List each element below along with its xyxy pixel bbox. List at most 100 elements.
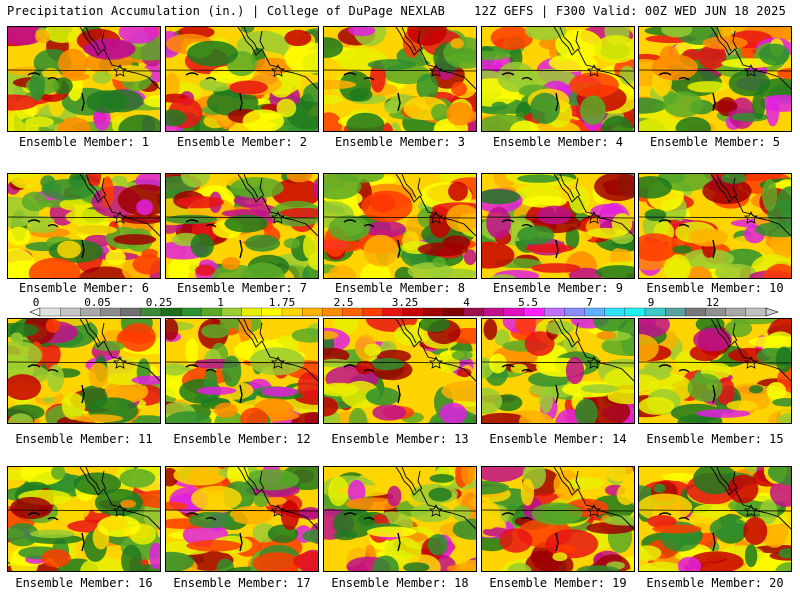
- island-outlines: [501, 512, 559, 552]
- coastline: [237, 174, 318, 237]
- precip-field: [324, 319, 476, 423]
- island-outlines: [343, 512, 401, 552]
- latitude-line: [166, 361, 318, 364]
- ensemble-member-label: Ensemble Member: 19: [489, 576, 627, 590]
- ensemble-member-map-15: [638, 318, 792, 424]
- colorbar-segment: [463, 307, 485, 317]
- latitude-line: [482, 509, 634, 512]
- peninsula-outline: [85, 467, 107, 492]
- location-marker-icon: [587, 64, 601, 77]
- ensemble-member-label: Ensemble Member: 16: [15, 576, 153, 590]
- colorbar-tick-label: 1: [217, 296, 224, 309]
- map-title: Precipitation Accumulation (in.) | Colle…: [7, 4, 446, 18]
- peninsula-outline: [243, 27, 265, 52]
- precip-field: [324, 174, 476, 278]
- colorbar-segment: [443, 307, 465, 317]
- coastline: [395, 27, 476, 90]
- precip-field: [482, 319, 634, 423]
- colorbar-tick-label: 4: [463, 296, 470, 309]
- latitude-line: [8, 361, 160, 364]
- location-marker-icon: [113, 504, 127, 517]
- precip-field: [324, 27, 476, 131]
- island-outlines: [27, 364, 85, 404]
- precip-field: [166, 319, 318, 423]
- location-marker-icon: [429, 504, 443, 517]
- peninsula-outline: [85, 174, 107, 199]
- location-marker-icon: [744, 504, 758, 517]
- ensemble-member-map-18: [323, 466, 477, 572]
- colorbar-segment: [201, 307, 223, 317]
- ensemble-member-map-14: [481, 318, 635, 424]
- island-outlines: [343, 219, 401, 259]
- location-marker-icon: [587, 356, 601, 369]
- precip-field: [324, 467, 476, 571]
- latitude-line: [639, 361, 791, 364]
- latitude-line: [482, 361, 634, 364]
- ensemble-member-label: Ensemble Member: 5: [649, 135, 781, 149]
- ensemble-member-map-8: [323, 173, 477, 279]
- colorbar-min-arrow: [29, 307, 41, 317]
- coastline: [710, 319, 791, 382]
- coastline: [395, 319, 476, 382]
- location-marker-icon: [271, 64, 285, 77]
- colorbar-tick-label: 0: [32, 296, 40, 309]
- island-outlines: [27, 219, 85, 259]
- peninsula-outline: [401, 174, 423, 199]
- island-outlines: [501, 364, 559, 404]
- latitude-line: [482, 69, 634, 72]
- precip-field: [8, 467, 160, 571]
- colorbar-segment: [402, 307, 424, 317]
- ensemble-member-label: Ensemble Member: 3: [334, 135, 466, 149]
- precip-field: [639, 467, 791, 571]
- precip-field: [166, 27, 318, 131]
- latitude-line: [166, 216, 318, 219]
- precip-field: [482, 467, 634, 571]
- colorbar-segment: [644, 307, 666, 317]
- latitude-line: [639, 216, 791, 219]
- precip-field: [8, 174, 160, 278]
- colorbar-segment: [584, 307, 606, 317]
- latitude-line: [324, 361, 476, 364]
- precip-field: [639, 174, 791, 278]
- peninsula-outline: [559, 319, 581, 344]
- ensemble-member-map-1: [7, 26, 161, 132]
- coastline: [79, 27, 160, 90]
- location-marker-icon: [429, 211, 443, 224]
- colorbar-segment: [725, 307, 747, 317]
- colorbar-segment: [362, 307, 384, 317]
- peninsula-outline: [716, 467, 738, 492]
- ensemble-member-map-10: [638, 173, 792, 279]
- ensemble-member-label: Ensemble Member: 2: [176, 135, 308, 149]
- latitude-line: [639, 69, 791, 72]
- ensemble-member-label: Ensemble Member: 10: [646, 281, 784, 295]
- island-outlines: [501, 72, 559, 112]
- ensemble-member-map-12: [165, 318, 319, 424]
- colorbar-segment: [665, 307, 686, 317]
- ensemble-member-map-16: [7, 466, 161, 572]
- colorbar-segment: [181, 307, 202, 317]
- ensemble-member-label: Ensemble Member: 20: [646, 576, 784, 590]
- peninsula-outline: [716, 174, 738, 199]
- ensemble-member-label: Ensemble Member: 6: [18, 281, 150, 295]
- ensemble-member-map-19: [481, 466, 635, 572]
- coastline: [553, 319, 634, 382]
- ensemble-member-map-13: [323, 318, 477, 424]
- colorbar-segment: [604, 307, 626, 317]
- peninsula-outline: [243, 174, 265, 199]
- location-marker-icon: [429, 64, 443, 77]
- precip-field: [639, 27, 791, 131]
- model-run-info: 12Z GEFS | F300 Valid: 00Z WED JUN 18 20…: [474, 4, 786, 18]
- precip-field: [166, 174, 318, 278]
- ensemble-member-map-9: [481, 173, 635, 279]
- coastline: [79, 319, 160, 382]
- coastline: [395, 467, 476, 530]
- ensemble-member-map-11: [7, 318, 161, 424]
- ensemble-member-label: Ensemble Member: 14: [489, 432, 627, 446]
- coastline: [710, 174, 791, 237]
- location-marker-icon: [744, 356, 758, 369]
- latitude-line: [8, 509, 160, 512]
- ensemble-member-map-6: [7, 173, 161, 279]
- location-marker-icon: [113, 211, 127, 224]
- colorbar-tick-label: 12: [705, 296, 720, 309]
- ensemble-member-label: Ensemble Member: 13: [331, 432, 469, 446]
